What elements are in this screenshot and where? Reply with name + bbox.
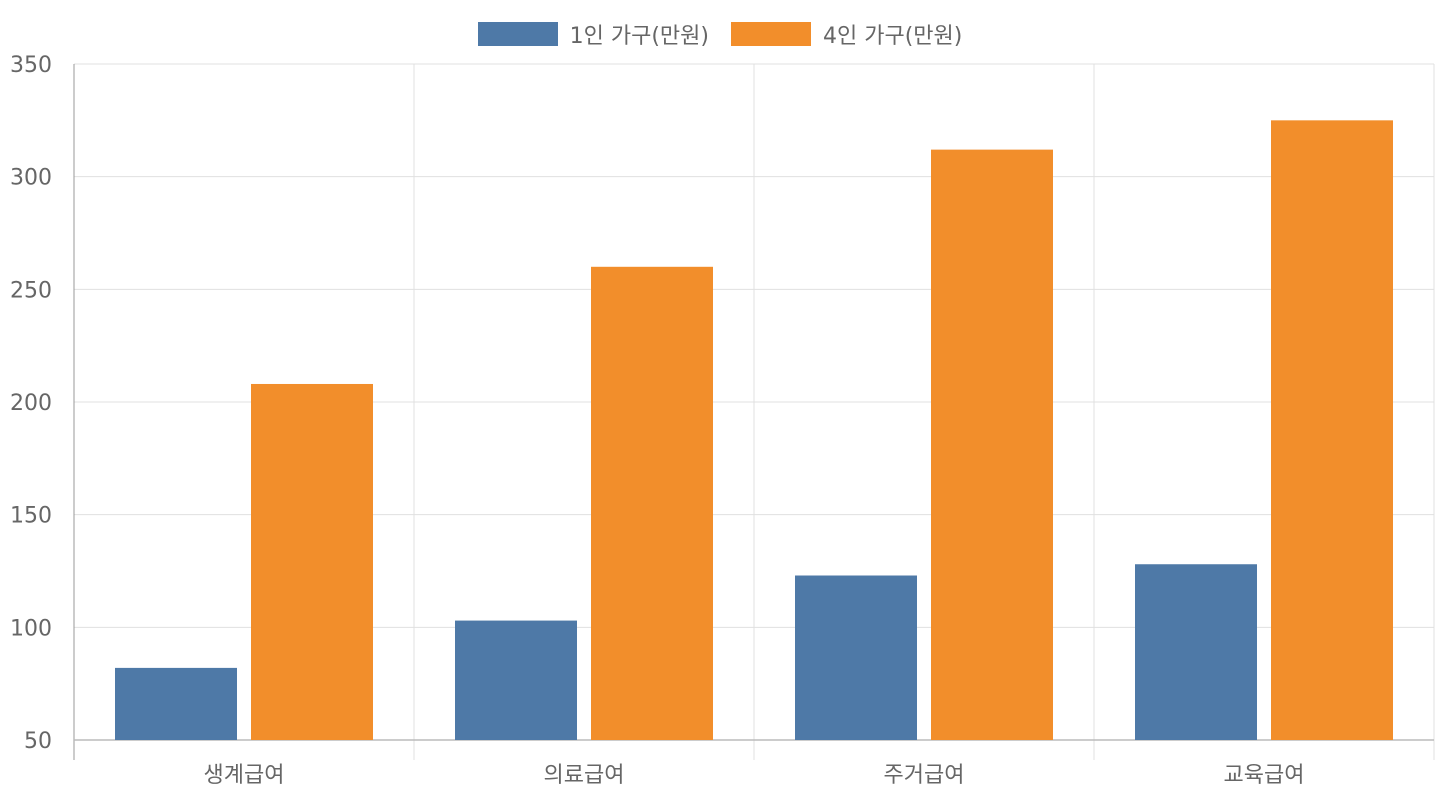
bar-series-1 xyxy=(115,667,237,740)
x-tick-label: 주거급여 xyxy=(884,763,965,788)
legend: 1인 가구(만원) 4인 가구(만원) xyxy=(0,18,1440,50)
y-tick-label: 150 xyxy=(10,504,52,529)
bar-series-2 xyxy=(1271,120,1393,741)
legend-item-series-2[interactable]: 4인 가구(만원) xyxy=(731,18,962,50)
x-tick-label: 교육급여 xyxy=(1224,763,1305,788)
legend-item-series-1[interactable]: 1인 가구(만원) xyxy=(477,18,709,50)
y-tick-label: 350 xyxy=(10,53,52,78)
bar-series-1 xyxy=(455,620,577,740)
bar-series-2 xyxy=(251,383,373,740)
y-tick-label: 50 xyxy=(24,729,52,754)
bar-series-1 xyxy=(795,575,917,740)
bar-series-2 xyxy=(591,266,713,740)
bar-series-1 xyxy=(1135,564,1257,740)
x-tick-label: 의료급여 xyxy=(544,763,625,788)
legend-label-series-2: 4인 가구(만원) xyxy=(823,24,963,49)
x-tick-label: 생계급여 xyxy=(204,763,285,788)
legend-label-series-1: 1인 가구(만원) xyxy=(569,24,709,49)
bar-series-2 xyxy=(931,149,1053,741)
y-tick-label: 200 xyxy=(10,391,52,416)
y-tick-label: 300 xyxy=(10,166,52,191)
y-tick-label: 100 xyxy=(10,616,52,641)
legend-swatch-series-2 xyxy=(731,22,811,46)
legend-swatch-series-1 xyxy=(477,22,558,46)
y-tick-label: 250 xyxy=(10,278,52,303)
